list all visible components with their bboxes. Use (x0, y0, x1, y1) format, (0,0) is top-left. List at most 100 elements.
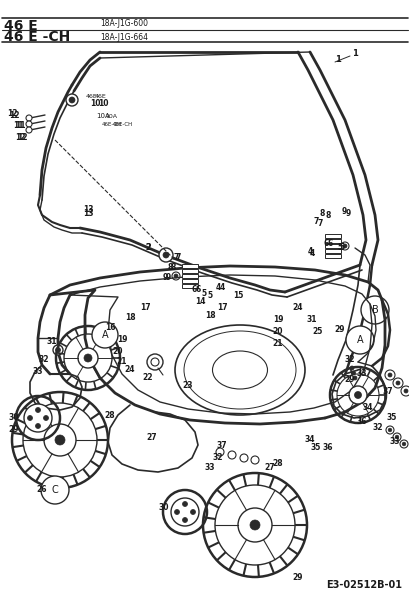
Text: 46E: 46E (95, 94, 106, 98)
Circle shape (36, 424, 40, 428)
Bar (182, 279, 198, 283)
Text: 46E: 46E (86, 94, 98, 98)
Text: 5: 5 (207, 290, 212, 299)
Text: 7: 7 (312, 217, 318, 226)
Circle shape (190, 509, 195, 514)
Text: 13: 13 (83, 208, 93, 217)
Bar (324, 239, 340, 243)
Text: 29: 29 (334, 325, 344, 335)
Circle shape (348, 386, 366, 404)
Circle shape (250, 456, 258, 464)
Text: 19: 19 (117, 335, 127, 344)
Text: 46E-CH: 46E-CH (113, 121, 133, 127)
Circle shape (227, 451, 236, 459)
Text: 8: 8 (170, 263, 175, 272)
Text: 1: 1 (351, 49, 357, 58)
Text: 30: 30 (9, 413, 19, 422)
Text: 37: 37 (216, 442, 227, 451)
Bar (324, 234, 340, 238)
Text: 37: 37 (382, 388, 392, 397)
Circle shape (26, 127, 32, 133)
Circle shape (55, 347, 61, 352)
Text: 7: 7 (317, 220, 322, 229)
Text: 32: 32 (344, 355, 354, 364)
Text: 33: 33 (356, 370, 366, 379)
Text: A: A (101, 330, 108, 340)
Text: 36: 36 (322, 443, 333, 452)
Text: B: B (371, 305, 378, 315)
Text: 4: 4 (307, 247, 312, 257)
Text: 15: 15 (232, 290, 243, 299)
Text: 6: 6 (195, 286, 200, 295)
Circle shape (216, 448, 223, 456)
Circle shape (392, 433, 400, 441)
Text: 24: 24 (292, 304, 303, 313)
Circle shape (345, 326, 373, 354)
Text: 18: 18 (204, 311, 215, 319)
Text: C: C (52, 485, 58, 495)
Text: 4: 4 (215, 283, 220, 292)
Text: 10A: 10A (105, 113, 117, 118)
Text: 10: 10 (90, 100, 100, 109)
Circle shape (66, 94, 78, 106)
Circle shape (237, 508, 271, 542)
Circle shape (26, 121, 32, 127)
Circle shape (387, 428, 391, 432)
Circle shape (78, 348, 98, 368)
Circle shape (173, 274, 178, 278)
Circle shape (354, 391, 361, 398)
Circle shape (239, 454, 247, 462)
Circle shape (340, 242, 348, 250)
Text: 5: 5 (337, 244, 342, 253)
Text: 6: 6 (326, 238, 332, 247)
Text: 13: 13 (83, 205, 93, 214)
Text: 11: 11 (13, 121, 23, 130)
Circle shape (360, 296, 388, 324)
Text: 12: 12 (9, 110, 19, 119)
Text: 14: 14 (194, 298, 205, 307)
Text: 29: 29 (9, 425, 19, 434)
Text: 33: 33 (389, 437, 399, 446)
Text: 30: 30 (158, 503, 169, 512)
Circle shape (53, 345, 63, 355)
Bar (182, 274, 198, 278)
Circle shape (249, 520, 259, 530)
Circle shape (395, 381, 399, 385)
Circle shape (385, 426, 393, 434)
Bar (324, 254, 340, 258)
Text: 24: 24 (124, 365, 135, 374)
Circle shape (171, 498, 198, 526)
Text: 8: 8 (324, 211, 330, 220)
Bar (182, 264, 198, 268)
Text: 4: 4 (219, 283, 224, 292)
Text: 28: 28 (272, 458, 283, 467)
Text: 32: 32 (39, 355, 49, 364)
Text: 5: 5 (201, 289, 206, 298)
Text: 17: 17 (216, 304, 227, 313)
Circle shape (182, 517, 187, 523)
Text: 22: 22 (142, 373, 153, 383)
Circle shape (349, 366, 353, 370)
Text: 29: 29 (344, 376, 354, 385)
Text: 35: 35 (310, 443, 320, 452)
Text: 6: 6 (191, 286, 196, 295)
Text: 9: 9 (162, 274, 167, 283)
Text: 32: 32 (372, 424, 382, 433)
Circle shape (182, 502, 187, 506)
Text: 21: 21 (272, 340, 283, 349)
Text: 21: 21 (117, 358, 127, 367)
Circle shape (394, 435, 398, 439)
Circle shape (41, 476, 69, 504)
Text: 32: 32 (212, 454, 223, 463)
Text: 33: 33 (204, 463, 215, 473)
Circle shape (342, 244, 346, 248)
Text: 8: 8 (319, 208, 324, 217)
Text: A: A (356, 335, 362, 345)
Text: 31: 31 (306, 316, 317, 325)
Circle shape (400, 386, 409, 396)
Circle shape (159, 248, 173, 262)
Circle shape (351, 371, 355, 375)
Text: 6: 6 (323, 239, 328, 248)
Text: 10: 10 (98, 100, 108, 109)
Text: 25: 25 (312, 328, 322, 337)
